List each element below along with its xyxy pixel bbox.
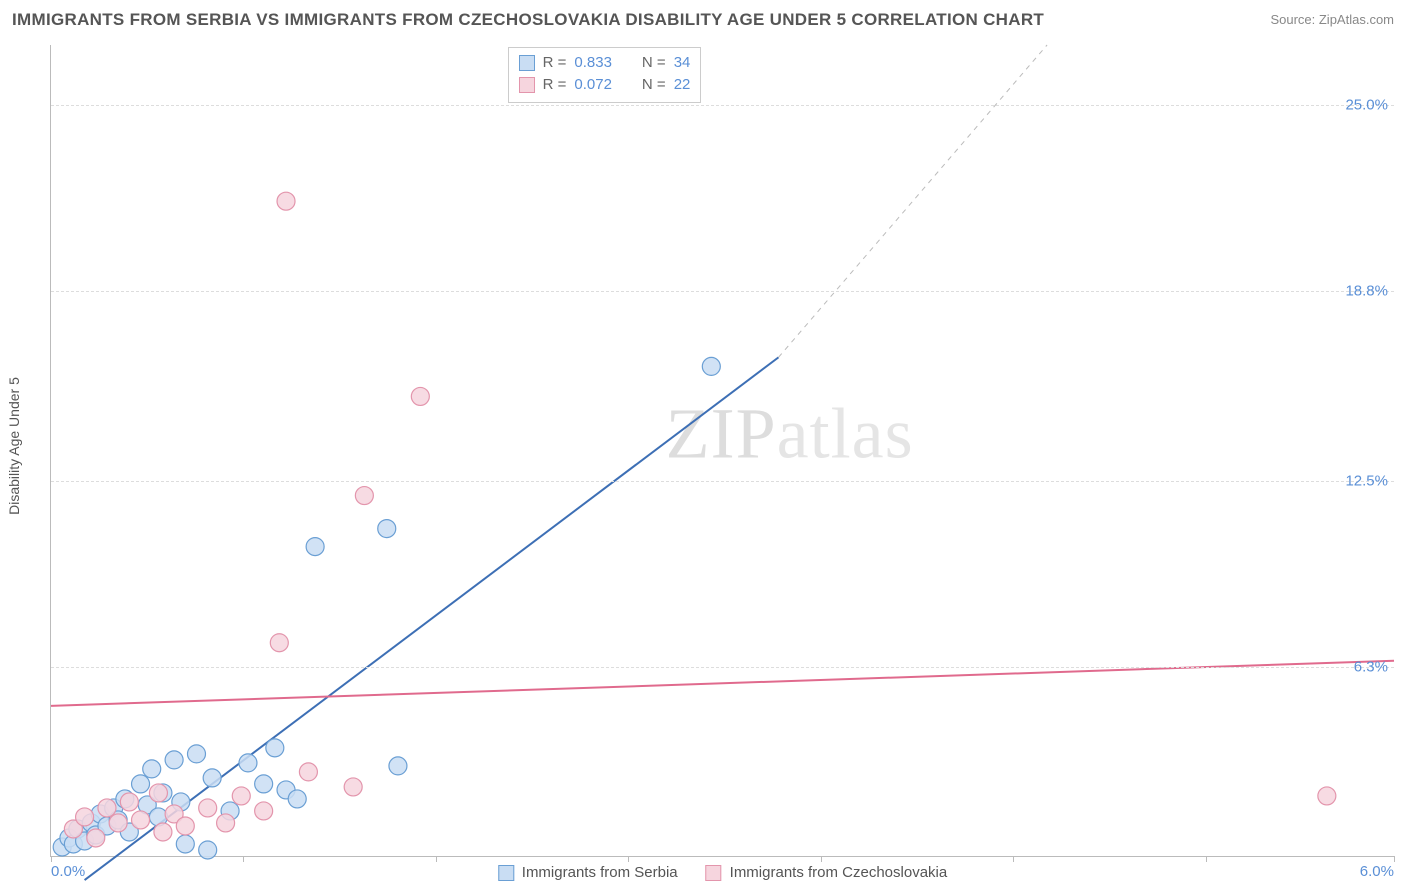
data-point-czech	[411, 387, 429, 405]
source-label: Source: ZipAtlas.com	[1270, 12, 1394, 27]
data-point-serbia	[203, 769, 221, 787]
data-point-serbia	[187, 745, 205, 763]
y-tick-label: 12.5%	[1345, 472, 1388, 489]
data-point-czech	[87, 829, 105, 847]
swatch-czech	[519, 77, 535, 93]
data-point-serbia	[306, 538, 324, 556]
x-tick	[821, 856, 822, 862]
data-point-serbia	[143, 760, 161, 778]
data-point-czech	[132, 811, 150, 829]
swatch-serbia	[519, 55, 535, 71]
data-point-czech	[355, 487, 373, 505]
y-axis-title: Disability Age Under 5	[6, 377, 22, 515]
x-axis-max-label: 6.0%	[1360, 863, 1394, 880]
data-point-serbia	[255, 775, 273, 793]
plot-area: ZIPatlas R =0.833N =34R =0.072N =22 0.0%…	[50, 45, 1394, 857]
data-point-czech	[98, 799, 116, 817]
data-point-czech	[1318, 787, 1336, 805]
x-tick	[1206, 856, 1207, 862]
stats-row-czech: R =0.072N =22	[519, 74, 691, 96]
data-point-czech	[120, 793, 138, 811]
data-point-czech	[344, 778, 362, 796]
data-point-serbia	[702, 357, 720, 375]
x-axis-min-label: 0.0%	[51, 863, 85, 880]
data-point-czech	[299, 763, 317, 781]
gridline	[51, 481, 1394, 482]
gridline	[51, 105, 1394, 106]
swatch-czech	[706, 865, 722, 881]
data-point-serbia	[165, 751, 183, 769]
data-point-czech	[270, 634, 288, 652]
stats-row-serbia: R =0.833N =34	[519, 52, 691, 74]
swatch-serbia	[498, 865, 514, 881]
legend-item-czech: Immigrants from Czechoslovakia	[706, 864, 948, 881]
data-point-serbia	[132, 775, 150, 793]
chart-title: IMMIGRANTS FROM SERBIA VS IMMIGRANTS FRO…	[12, 10, 1044, 29]
data-point-serbia	[239, 754, 257, 772]
series-legend: Immigrants from Serbia Immigrants from Cz…	[498, 864, 947, 881]
legend-label: Immigrants from Czechoslovakia	[730, 864, 948, 881]
x-tick	[243, 856, 244, 862]
x-tick	[628, 856, 629, 862]
data-point-serbia	[389, 757, 407, 775]
data-point-czech	[199, 799, 217, 817]
data-point-czech	[277, 192, 295, 210]
trend-line-extension-serbia	[778, 45, 1047, 357]
y-tick-label: 18.8%	[1345, 283, 1388, 300]
gridline	[51, 667, 1394, 668]
y-tick-label: 25.0%	[1345, 97, 1388, 114]
data-point-serbia	[378, 520, 396, 538]
data-point-czech	[76, 808, 94, 826]
data-point-czech	[109, 814, 127, 832]
data-point-serbia	[199, 841, 217, 859]
x-tick	[51, 856, 52, 862]
y-tick-label: 6.3%	[1354, 658, 1388, 675]
scatter-svg	[51, 45, 1394, 856]
data-point-czech	[149, 784, 167, 802]
data-point-czech	[232, 787, 250, 805]
x-tick	[1013, 856, 1014, 862]
correlation-stats-box: R =0.833N =34R =0.072N =22	[508, 47, 702, 103]
gridline	[51, 291, 1394, 292]
legend-item-serbia: Immigrants from Serbia	[498, 864, 678, 881]
data-point-czech	[176, 817, 194, 835]
legend-label: Immigrants from Serbia	[522, 864, 678, 881]
x-tick	[1394, 856, 1395, 862]
data-point-czech	[255, 802, 273, 820]
data-point-czech	[154, 823, 172, 841]
x-tick	[436, 856, 437, 862]
data-point-serbia	[176, 835, 194, 853]
data-point-serbia	[288, 790, 306, 808]
data-point-serbia	[266, 739, 284, 757]
data-point-czech	[217, 814, 235, 832]
